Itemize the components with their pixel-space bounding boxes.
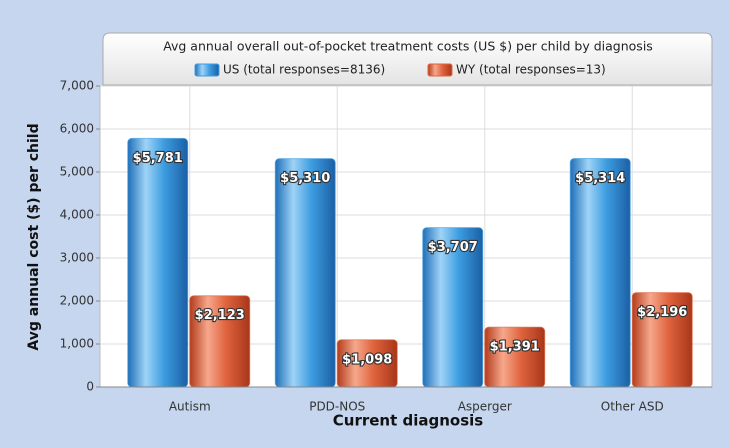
y-tick-label: 7,000 <box>60 79 94 93</box>
legend-label: US (total responses=8136) <box>223 63 385 77</box>
legend-swatch <box>427 63 453 77</box>
y-tick-label: 4,000 <box>60 208 94 222</box>
x-tick-label: PDD-NOS <box>309 400 365 414</box>
y-tick-label: 3,000 <box>60 251 94 265</box>
data-label: $3,707 <box>428 240 478 255</box>
data-label: $5,310 <box>280 171 330 186</box>
data-label: $2,123 <box>195 308 245 323</box>
bar <box>569 157 631 388</box>
x-tick-label: Autism <box>169 400 211 414</box>
y-tick-label: 2,000 <box>60 294 94 308</box>
bar <box>127 137 189 388</box>
bar <box>274 158 336 388</box>
y-axis-title: Avg annual cost ($) per child <box>26 123 42 350</box>
data-label: $5,314 <box>575 171 625 186</box>
bar <box>484 326 546 388</box>
y-tick-label: 6,000 <box>60 122 94 136</box>
data-label: $1,098 <box>342 352 392 367</box>
title-box <box>102 32 713 86</box>
data-label: $1,391 <box>490 340 540 355</box>
x-tick-label: Other ASD <box>601 400 664 414</box>
chart-title: Avg annual overall out-of-pocket treatme… <box>163 39 653 54</box>
legend-swatch <box>194 63 220 77</box>
y-tick-label: 5,000 <box>60 165 94 179</box>
x-tick-label: Asperger <box>458 400 512 414</box>
y-tick-label: 0 <box>86 380 94 394</box>
data-label: $2,196 <box>637 305 687 320</box>
data-label: $5,781 <box>133 151 183 166</box>
y-tick-label: 1,000 <box>60 337 94 351</box>
x-axis-title: Current diagnosis <box>333 412 484 430</box>
legend-label: WY (total responses=13) <box>456 63 606 77</box>
